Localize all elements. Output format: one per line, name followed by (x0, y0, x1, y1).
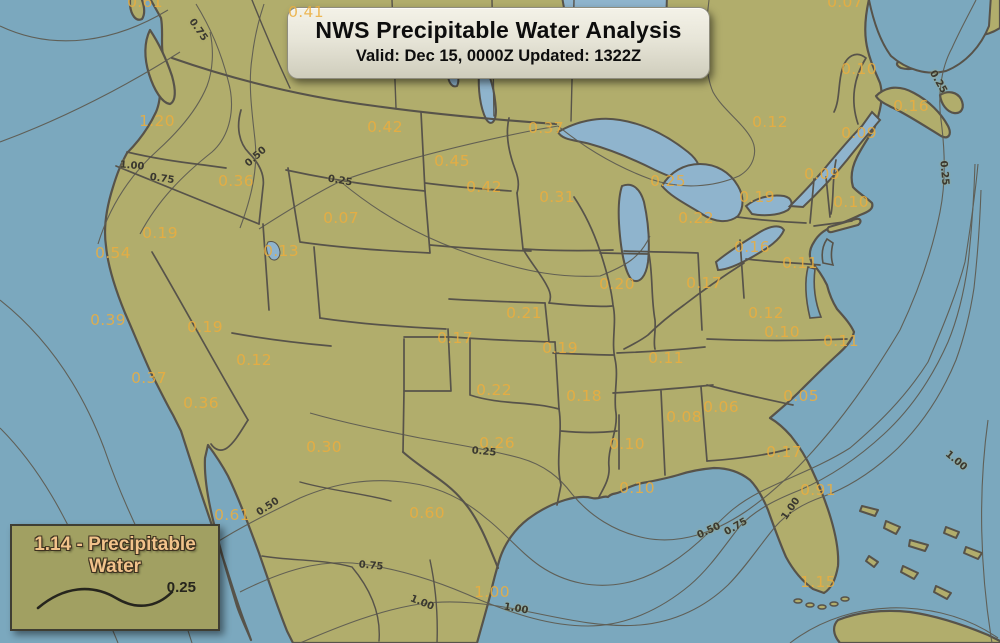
us-mexico-border (401, 450, 500, 570)
political-borders (115, 0, 867, 643)
title-box: NWS Precipitable Water Analysis Valid: D… (287, 7, 710, 79)
mexico-state-borders (261, 481, 438, 643)
st-lawrence-river (787, 110, 882, 209)
delaware-bay (821, 237, 835, 267)
cuba (833, 609, 1000, 643)
bahamas-islands (859, 505, 983, 600)
lake-erie (714, 225, 786, 272)
florida-keys (793, 596, 850, 610)
legend-contour-sample (36, 587, 174, 610)
lake-ontario (744, 194, 793, 217)
cape-breton (938, 91, 964, 115)
haida-island (128, 0, 146, 21)
ohio-river (623, 262, 745, 350)
legend-max-value-label: 1.14 - Precipitable (34, 534, 196, 555)
lake-michigan (617, 183, 650, 282)
legend-box: 1.14 - Precipitable Water 0.25 (10, 524, 220, 631)
us-canada-border (170, 56, 558, 126)
legend-title-line2: Water (88, 556, 142, 577)
legend-contour-value: 0.25 (166, 579, 196, 596)
long-island (826, 217, 862, 234)
map-valid-time: Valid: Dec 15, 0000Z Updated: 1322Z (355, 47, 642, 65)
lake-huron (660, 162, 744, 222)
map-title: NWS Precipitable Water Analysis (315, 17, 682, 43)
great-salt-lake (266, 241, 281, 261)
chesapeake-bay (805, 266, 823, 319)
gulf-st-lawrence (867, 0, 992, 74)
nova-scotia (874, 86, 951, 139)
